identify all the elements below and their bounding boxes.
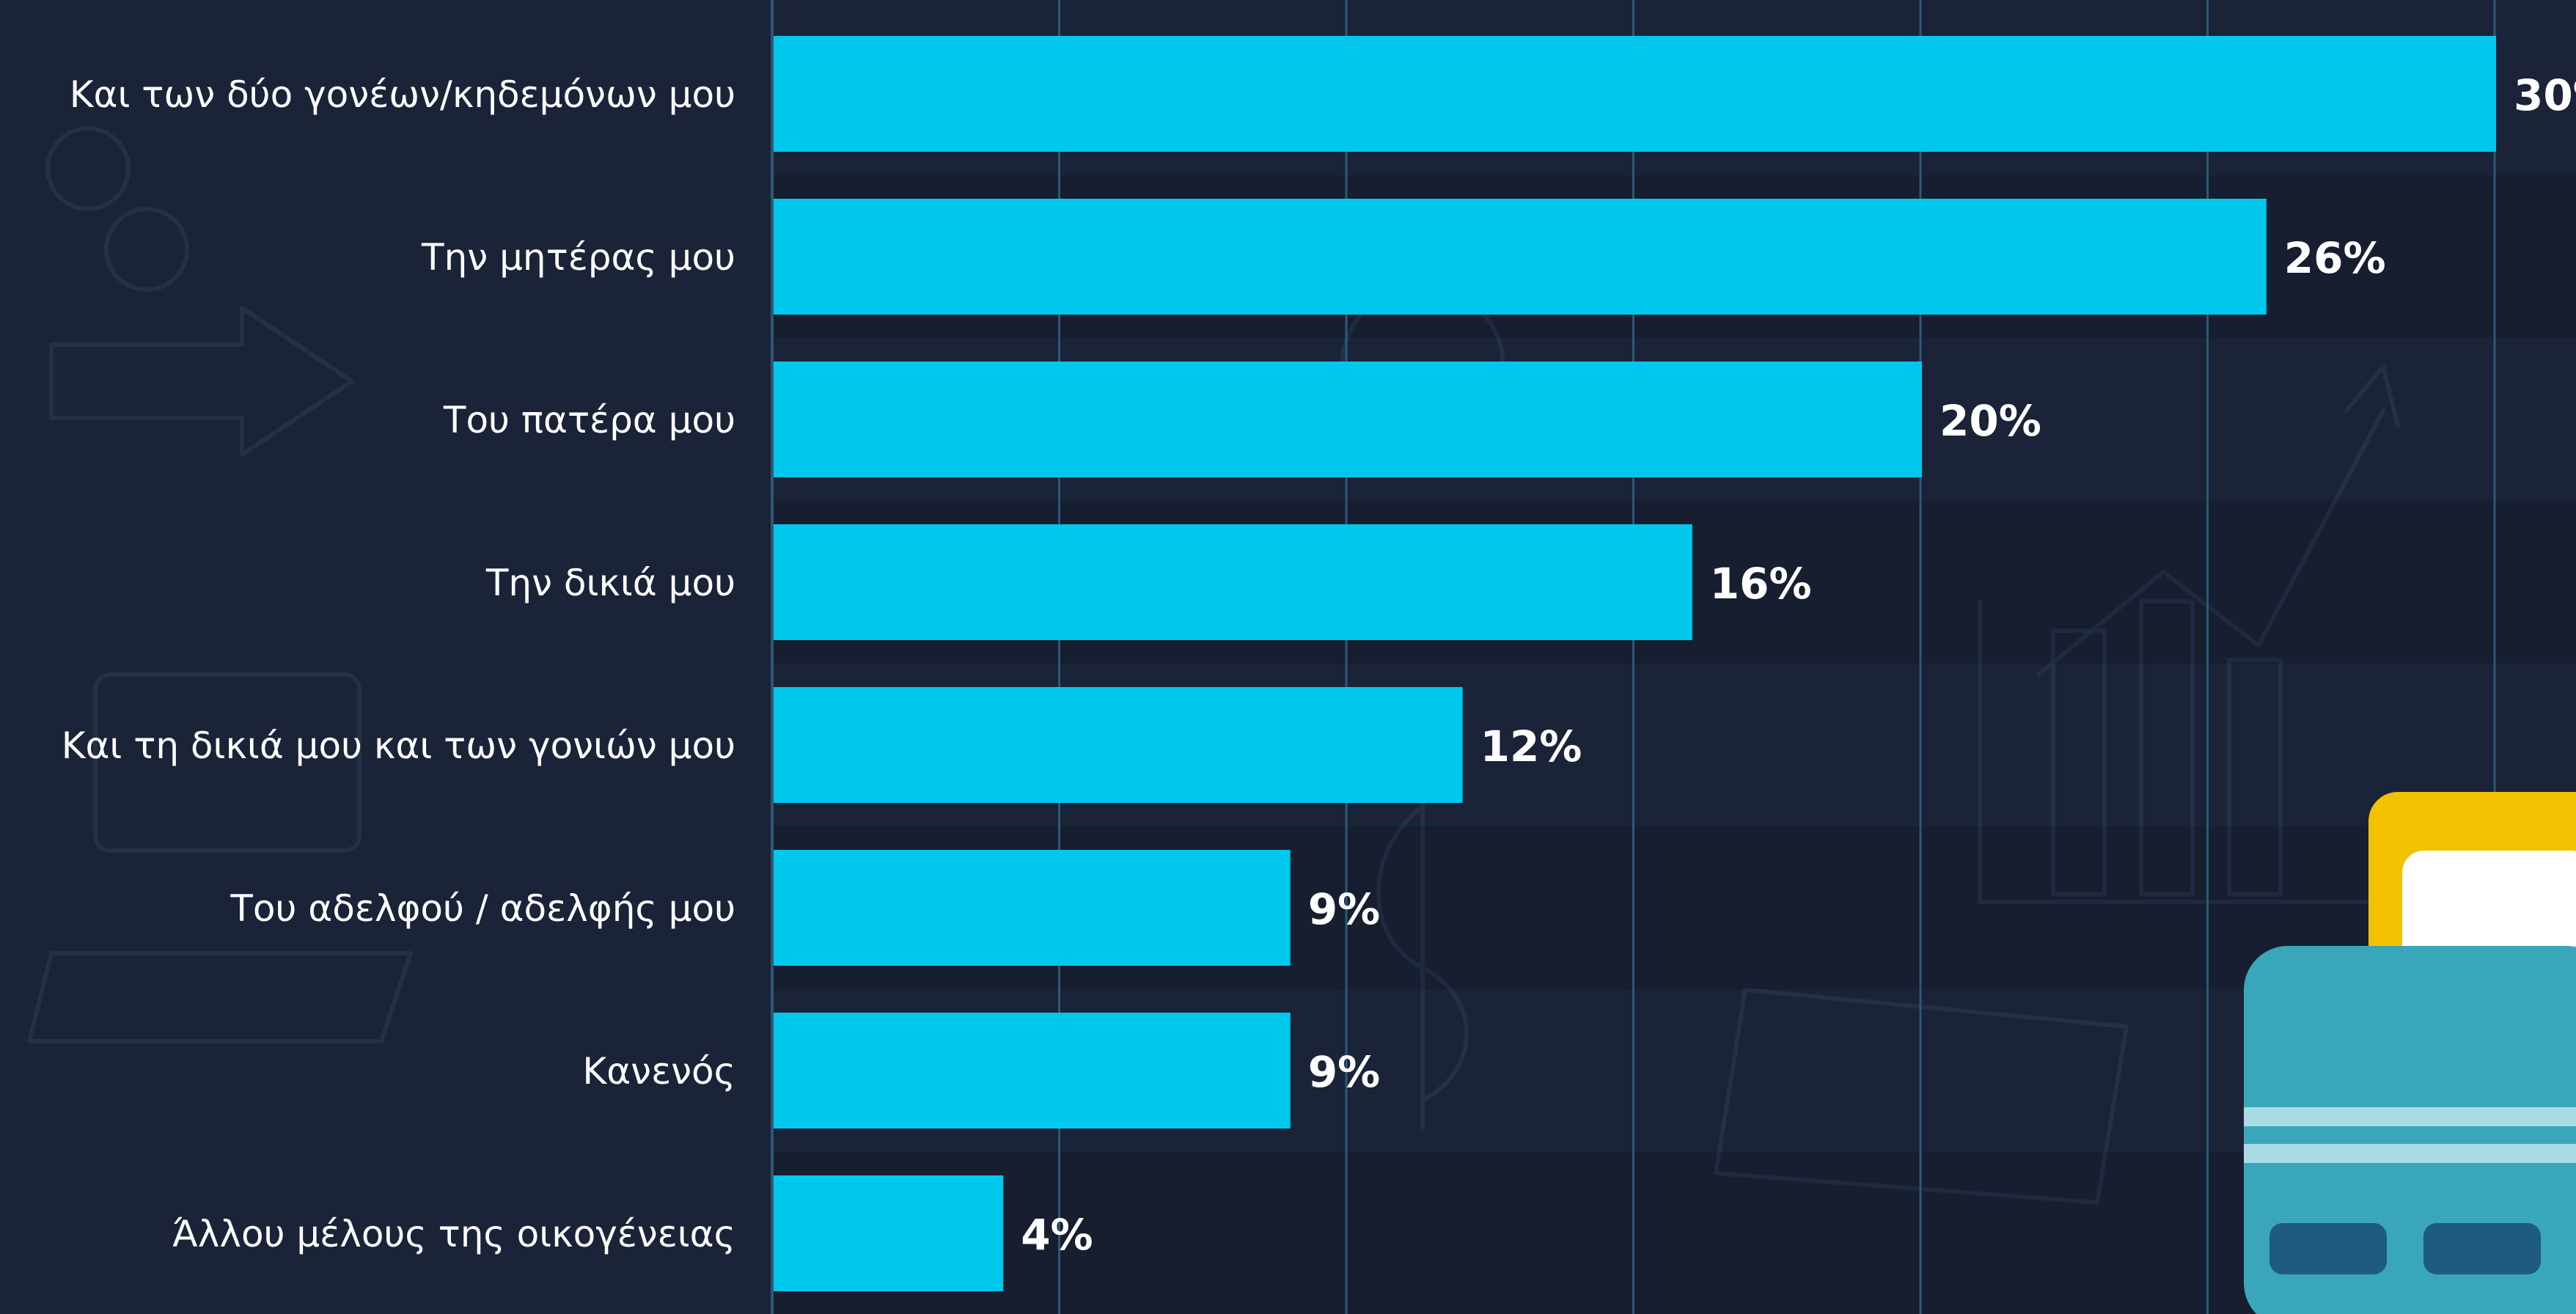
bar bbox=[774, 524, 1692, 640]
category-label: Του αδελφού / αδελφής μου bbox=[230, 887, 735, 930]
value-label: 30% bbox=[2514, 70, 2576, 120]
category-label: Άλλου μέλους της οικογένειας bbox=[172, 1213, 735, 1255]
category-label: Κανενός bbox=[582, 1050, 735, 1093]
value-label: 26% bbox=[2284, 233, 2386, 283]
value-labels: 30% 26% 20% 16% 12% 9% 9% 4% bbox=[1021, 70, 2576, 1260]
category-label: Την δικιά μου bbox=[485, 562, 735, 604]
value-label: 4% bbox=[1021, 1210, 1093, 1260]
bar bbox=[774, 199, 2267, 315]
category-label: Του πατέρα μου bbox=[443, 399, 735, 441]
bars bbox=[774, 36, 2496, 1291]
category-labels: Και των δύο γονέων/κηδεμόνων μου Την μητέ… bbox=[62, 73, 735, 1255]
bar bbox=[774, 361, 1922, 477]
bar bbox=[774, 36, 2496, 152]
bar bbox=[774, 1175, 1004, 1291]
value-label: 16% bbox=[1710, 559, 1812, 609]
credit-card-illustration bbox=[2244, 792, 2576, 1314]
value-label: 9% bbox=[1308, 884, 1380, 934]
value-label: 9% bbox=[1308, 1047, 1380, 1097]
category-label: Και των δύο γονέων/κηδεμόνων μου bbox=[70, 73, 735, 116]
value-label: 20% bbox=[1940, 396, 2041, 446]
category-label: Την μητέρας μου bbox=[421, 236, 735, 279]
category-label: Και τη δικιά μου και των γονιών μου bbox=[62, 724, 735, 767]
value-label: 12% bbox=[1480, 722, 1582, 771]
bar bbox=[774, 1013, 1291, 1128]
bar bbox=[774, 687, 1463, 803]
bar bbox=[774, 850, 1291, 966]
